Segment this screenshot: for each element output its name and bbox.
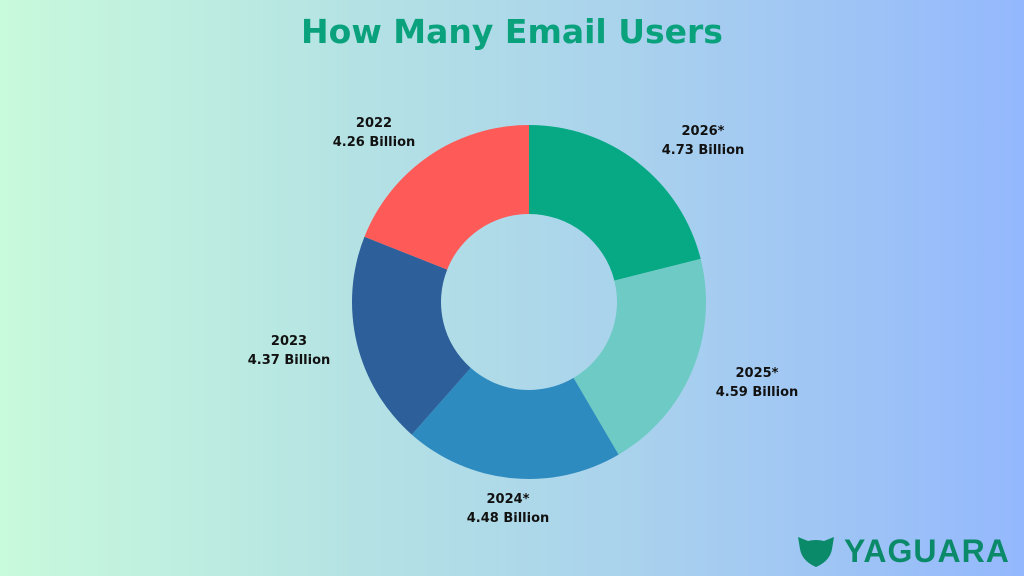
slice-2024 (411, 367, 619, 480)
slice-value: 4.37 Billion (247, 353, 331, 368)
slice-label-2023: 2023 4.37 Billion (248, 332, 331, 370)
slice-2022 (364, 124, 529, 270)
slice-year: 2023 (270, 334, 308, 349)
slice-value: 4.48 Billion (466, 511, 550, 526)
slice-2025 (573, 258, 706, 455)
slice-label-2026: 2026* 4.73 Billion (662, 122, 745, 160)
slice-label-2025: 2025* 4.59 Billion (716, 364, 799, 402)
logo-text: YAGUARA (844, 533, 1010, 569)
slice-value: 4.26 Billion (332, 135, 416, 150)
chart-title: How Many Email Users (301, 12, 723, 51)
slice-2023 (352, 236, 471, 435)
jaguar-head-icon (798, 536, 834, 567)
slice-year: 2024* (486, 492, 530, 507)
slice-value: 4.73 Billion (661, 143, 745, 158)
slice-value: 4.59 Billion (715, 385, 799, 400)
slice-year: 2022 (355, 116, 393, 131)
slice-label-2024: 2024* 4.48 Billion (467, 490, 550, 528)
slice-2026 (529, 125, 701, 281)
slice-year: 2026* (681, 124, 725, 139)
slice-year: 2025* (735, 366, 779, 381)
yaguara-logo: YAGUARA (796, 533, 1010, 570)
slice-label-2022: 2022 4.26 Billion (333, 114, 416, 152)
